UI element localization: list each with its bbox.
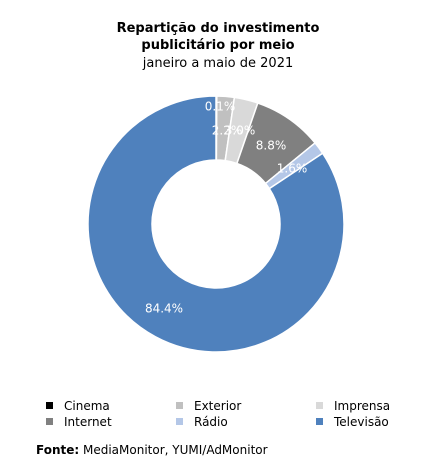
chart-subtitle: janeiro a maio de 2021 [142, 56, 294, 71]
data-label-rádio: 1.6% [277, 162, 308, 176]
legend-swatch [46, 418, 53, 425]
data-label-exterior: 2.2% [212, 124, 243, 138]
data-label-cinema: 0.1% [205, 100, 236, 114]
legend-label: Internet [64, 415, 112, 429]
donut-chart: 0.1% 2.2%3.0%8.8% 1.6% 84.4% [87, 95, 345, 353]
data-label-internet: 8.8% [256, 139, 287, 153]
legend-label: Cinema [64, 399, 110, 413]
source-text: MediaMonitor, YUMI/AdMonitor [79, 443, 268, 457]
legend-swatch [46, 402, 53, 409]
source-label: Fonte: [36, 443, 80, 457]
data-label-imprensa: 3.0% [225, 124, 256, 138]
legend-label: Exterior [194, 399, 242, 413]
chart-title: Repartição do investimento publicitário … [116, 21, 320, 53]
legend-swatch [176, 402, 183, 409]
legend-label: Rádio [194, 415, 228, 429]
data-label-televisão: 84.4% [145, 302, 183, 316]
donut-slice-televisão [87, 95, 345, 353]
source-note: Fonte: MediaMonitor, YUMI/AdMonitor [36, 443, 268, 457]
legend-swatch [316, 402, 323, 409]
legend-label: Televisão [334, 415, 389, 429]
chart-title-block: Repartição do investimento publicitário … [0, 20, 436, 72]
legend-swatch [176, 418, 183, 425]
legend-label: Imprensa [334, 399, 391, 413]
legend-swatch [316, 418, 323, 425]
